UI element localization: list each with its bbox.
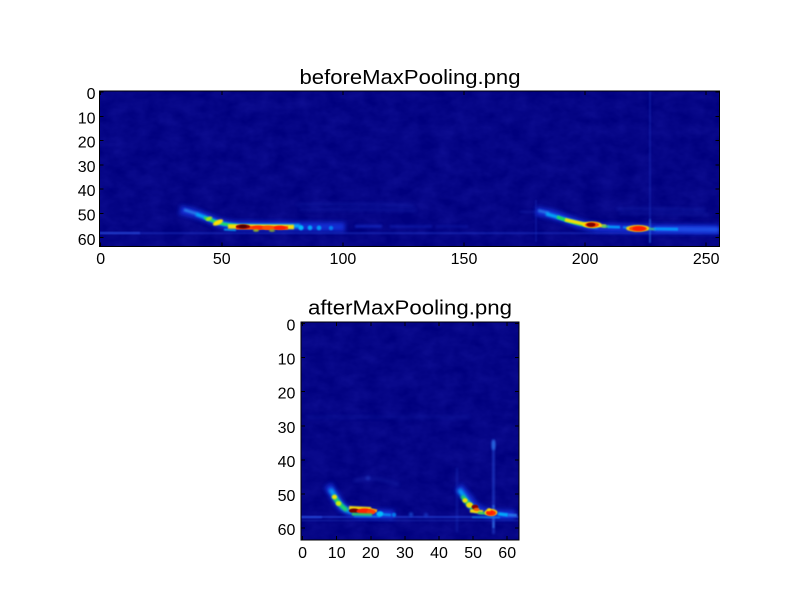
svg-text:50: 50 <box>78 208 96 225</box>
svg-text:50: 50 <box>213 251 231 268</box>
svg-text:afterMaxPooling.png: afterMaxPooling.png <box>308 298 512 320</box>
svg-text:200: 200 <box>572 251 599 268</box>
svg-text:30: 30 <box>278 420 296 437</box>
svg-text:0: 0 <box>286 318 295 335</box>
svg-text:40: 40 <box>278 454 296 471</box>
svg-text:0: 0 <box>96 251 105 268</box>
svg-text:30: 30 <box>78 159 96 176</box>
svg-text:50: 50 <box>278 488 296 505</box>
svg-text:20: 20 <box>362 545 380 562</box>
svg-text:60: 60 <box>498 545 516 562</box>
svg-text:60: 60 <box>278 522 296 539</box>
svg-text:10: 10 <box>328 545 346 562</box>
svg-text:0: 0 <box>298 545 307 562</box>
svg-text:250: 250 <box>693 251 720 268</box>
svg-text:150: 150 <box>451 251 478 268</box>
svg-text:beforeMaxPooling.png: beforeMaxPooling.png <box>300 67 521 89</box>
svg-text:0: 0 <box>87 86 96 103</box>
svg-text:60: 60 <box>78 232 96 249</box>
svg-text:40: 40 <box>430 545 448 562</box>
svg-text:10: 10 <box>78 110 96 127</box>
svg-text:30: 30 <box>396 545 414 562</box>
svg-text:20: 20 <box>278 386 296 403</box>
svg-text:20: 20 <box>78 135 96 152</box>
svg-text:10: 10 <box>278 352 296 369</box>
svg-text:40: 40 <box>78 183 96 200</box>
svg-text:100: 100 <box>330 251 357 268</box>
svg-text:50: 50 <box>464 545 482 562</box>
